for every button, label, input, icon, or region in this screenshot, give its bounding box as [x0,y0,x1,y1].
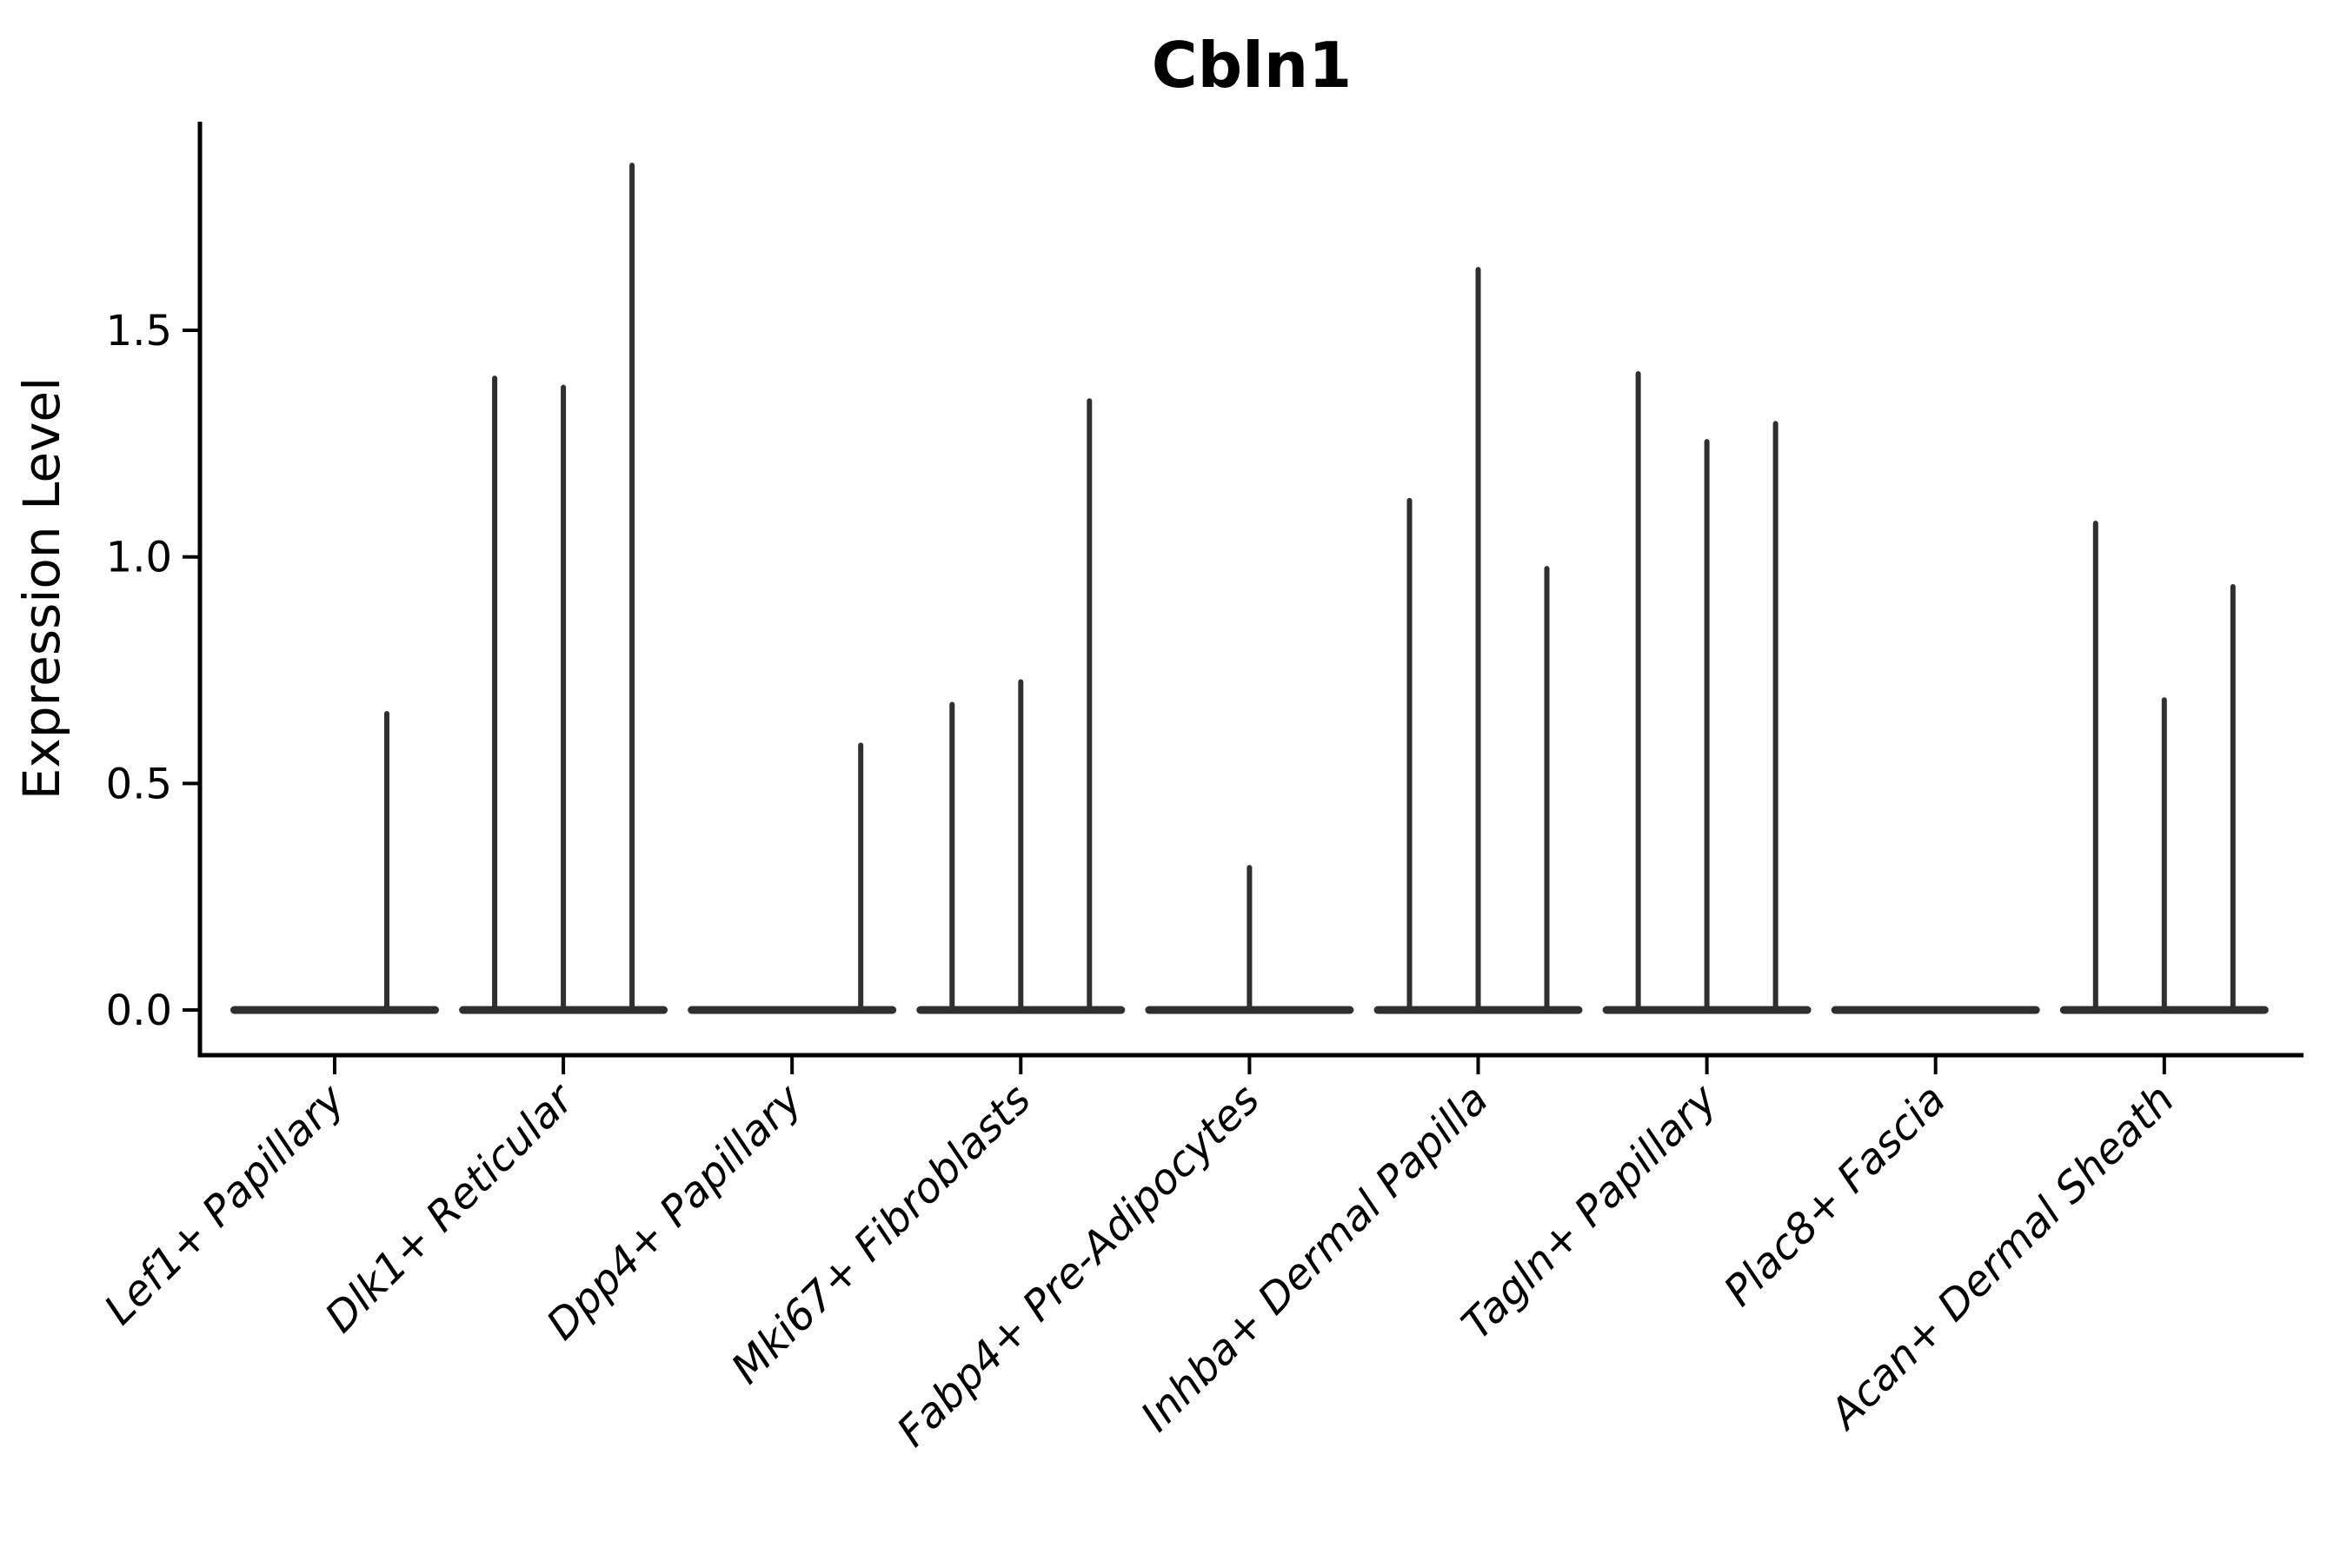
x-tick-label-0: Lef1+ Papillary [95,1074,355,1334]
violin-spike-1-1 [561,384,567,1013]
violin-spike-6-2 [1772,421,1779,1013]
violin-spike-6-0 [1635,370,1641,1013]
y-tick-label-3: 1.5 [106,307,172,355]
violin-baseline-0 [230,1006,439,1014]
x-tick-label-2: Dpp4+ Papillary [537,1074,812,1349]
y-tick-label-0: 0.0 [106,987,172,1035]
x-tick-label-4: Fabp4+ Pre-Adipocytes [888,1075,1269,1457]
x-tick-label-6: Tagln+ Papillary [1453,1074,1727,1349]
y-axis-label: Expression Level [12,377,71,800]
violin-baseline-7 [1831,1006,2040,1014]
chart-title: Cbln1 [1152,29,1352,102]
violin-spike-4-0 [1247,865,1253,1013]
violin-spike-3-1 [1018,679,1024,1013]
violin-baseline-2 [688,1006,897,1014]
y-tick-label-1: 0.5 [106,760,172,808]
violin-spike-0-0 [384,710,389,1013]
y-tick-label-2: 1.0 [106,534,172,582]
violin-spike-3-0 [949,701,955,1013]
violin-spike-2-0 [858,742,864,1013]
violin-spike-1-2 [629,163,635,1013]
x-tick-label-7: Plac8+ Fascia [1715,1075,1956,1316]
violin-spike-5-1 [1475,267,1481,1013]
violin-spike-8-2 [2230,583,2236,1013]
violin-spike-6-1 [1704,439,1710,1013]
violin-spike-8-1 [2161,697,2167,1013]
violin-spike-3-2 [1087,398,1093,1013]
violin-spike-5-0 [1406,497,1413,1013]
violin-spike-5-2 [1544,566,1550,1013]
violin-spike-8-0 [2092,520,2098,1013]
violin-spike-1-0 [492,375,498,1013]
x-tick-label-1: Dlk1+ Reticular [316,1073,585,1343]
